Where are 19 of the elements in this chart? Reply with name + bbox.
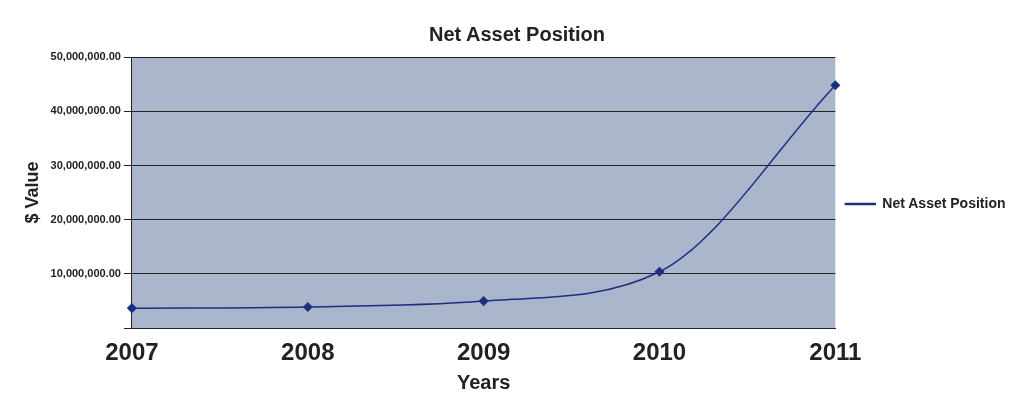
y-axis-title: $ Value [21,161,42,224]
x-tick-label: 2008 [281,338,335,366]
chart-title: Net Asset Position [429,22,605,45]
y-tick-label: 50,000,000.00 [50,50,121,63]
point [830,80,841,90]
point [303,302,313,312]
y-tick-label: 10,000,000.00 [50,266,121,279]
x-tick-label: 2009 [456,338,511,366]
y-tick-label: 20,000,000.00 [50,212,121,225]
point [654,267,665,277]
point [478,296,489,306]
y-tick-label: 30,000,000.00 [50,158,121,171]
x-tick-label: 2011 [809,338,862,366]
x-axis-title: Years [456,370,511,393]
x-tick-label: 2010 [632,338,687,366]
y-tick-label: 40,000,000.00 [50,104,121,117]
legend-label: Net Asset Position [882,194,1006,211]
x-tick-label: 2007 [105,338,159,366]
point [127,303,137,313]
